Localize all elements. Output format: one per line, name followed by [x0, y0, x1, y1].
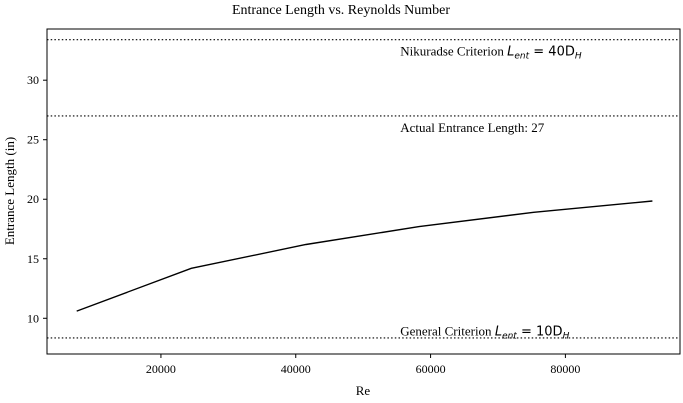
y-tick-label: 20 — [27, 192, 39, 206]
reference-lines: Nikuradse Criterion Lent = 40DH Actual En… — [47, 39, 680, 341]
reference-label: Nikuradse Criterion Lent = 40DH — [400, 44, 582, 62]
x-tick-label: 60000 — [416, 362, 446, 376]
x-axis-ticks: 20000 40000 60000 80000 — [146, 354, 580, 376]
y-tick-label: 30 — [27, 73, 39, 87]
y-tick-label: 10 — [27, 311, 39, 325]
series-line — [76, 200, 653, 312]
x-tick-label: 20000 — [146, 362, 176, 376]
reference-label: General Criterion Lent = 10DH — [400, 323, 569, 341]
x-tick-label: 40000 — [281, 362, 311, 376]
y-tick-label: 15 — [27, 252, 39, 266]
y-axis-label: Entrance Length (in) — [2, 137, 17, 245]
y-axis-ticks: 10 15 20 25 30 — [27, 73, 47, 325]
x-axis-label: Re — [356, 383, 371, 398]
chart-title: Entrance Length vs. Reynolds Number — [232, 3, 450, 18]
plot-frame — [46, 28, 681, 355]
reference-label: Actual Entrance Length: 27 — [400, 120, 545, 135]
series-group — [76, 200, 653, 312]
x-tick-label: 80000 — [550, 362, 580, 376]
y-tick-label: 25 — [27, 133, 39, 147]
